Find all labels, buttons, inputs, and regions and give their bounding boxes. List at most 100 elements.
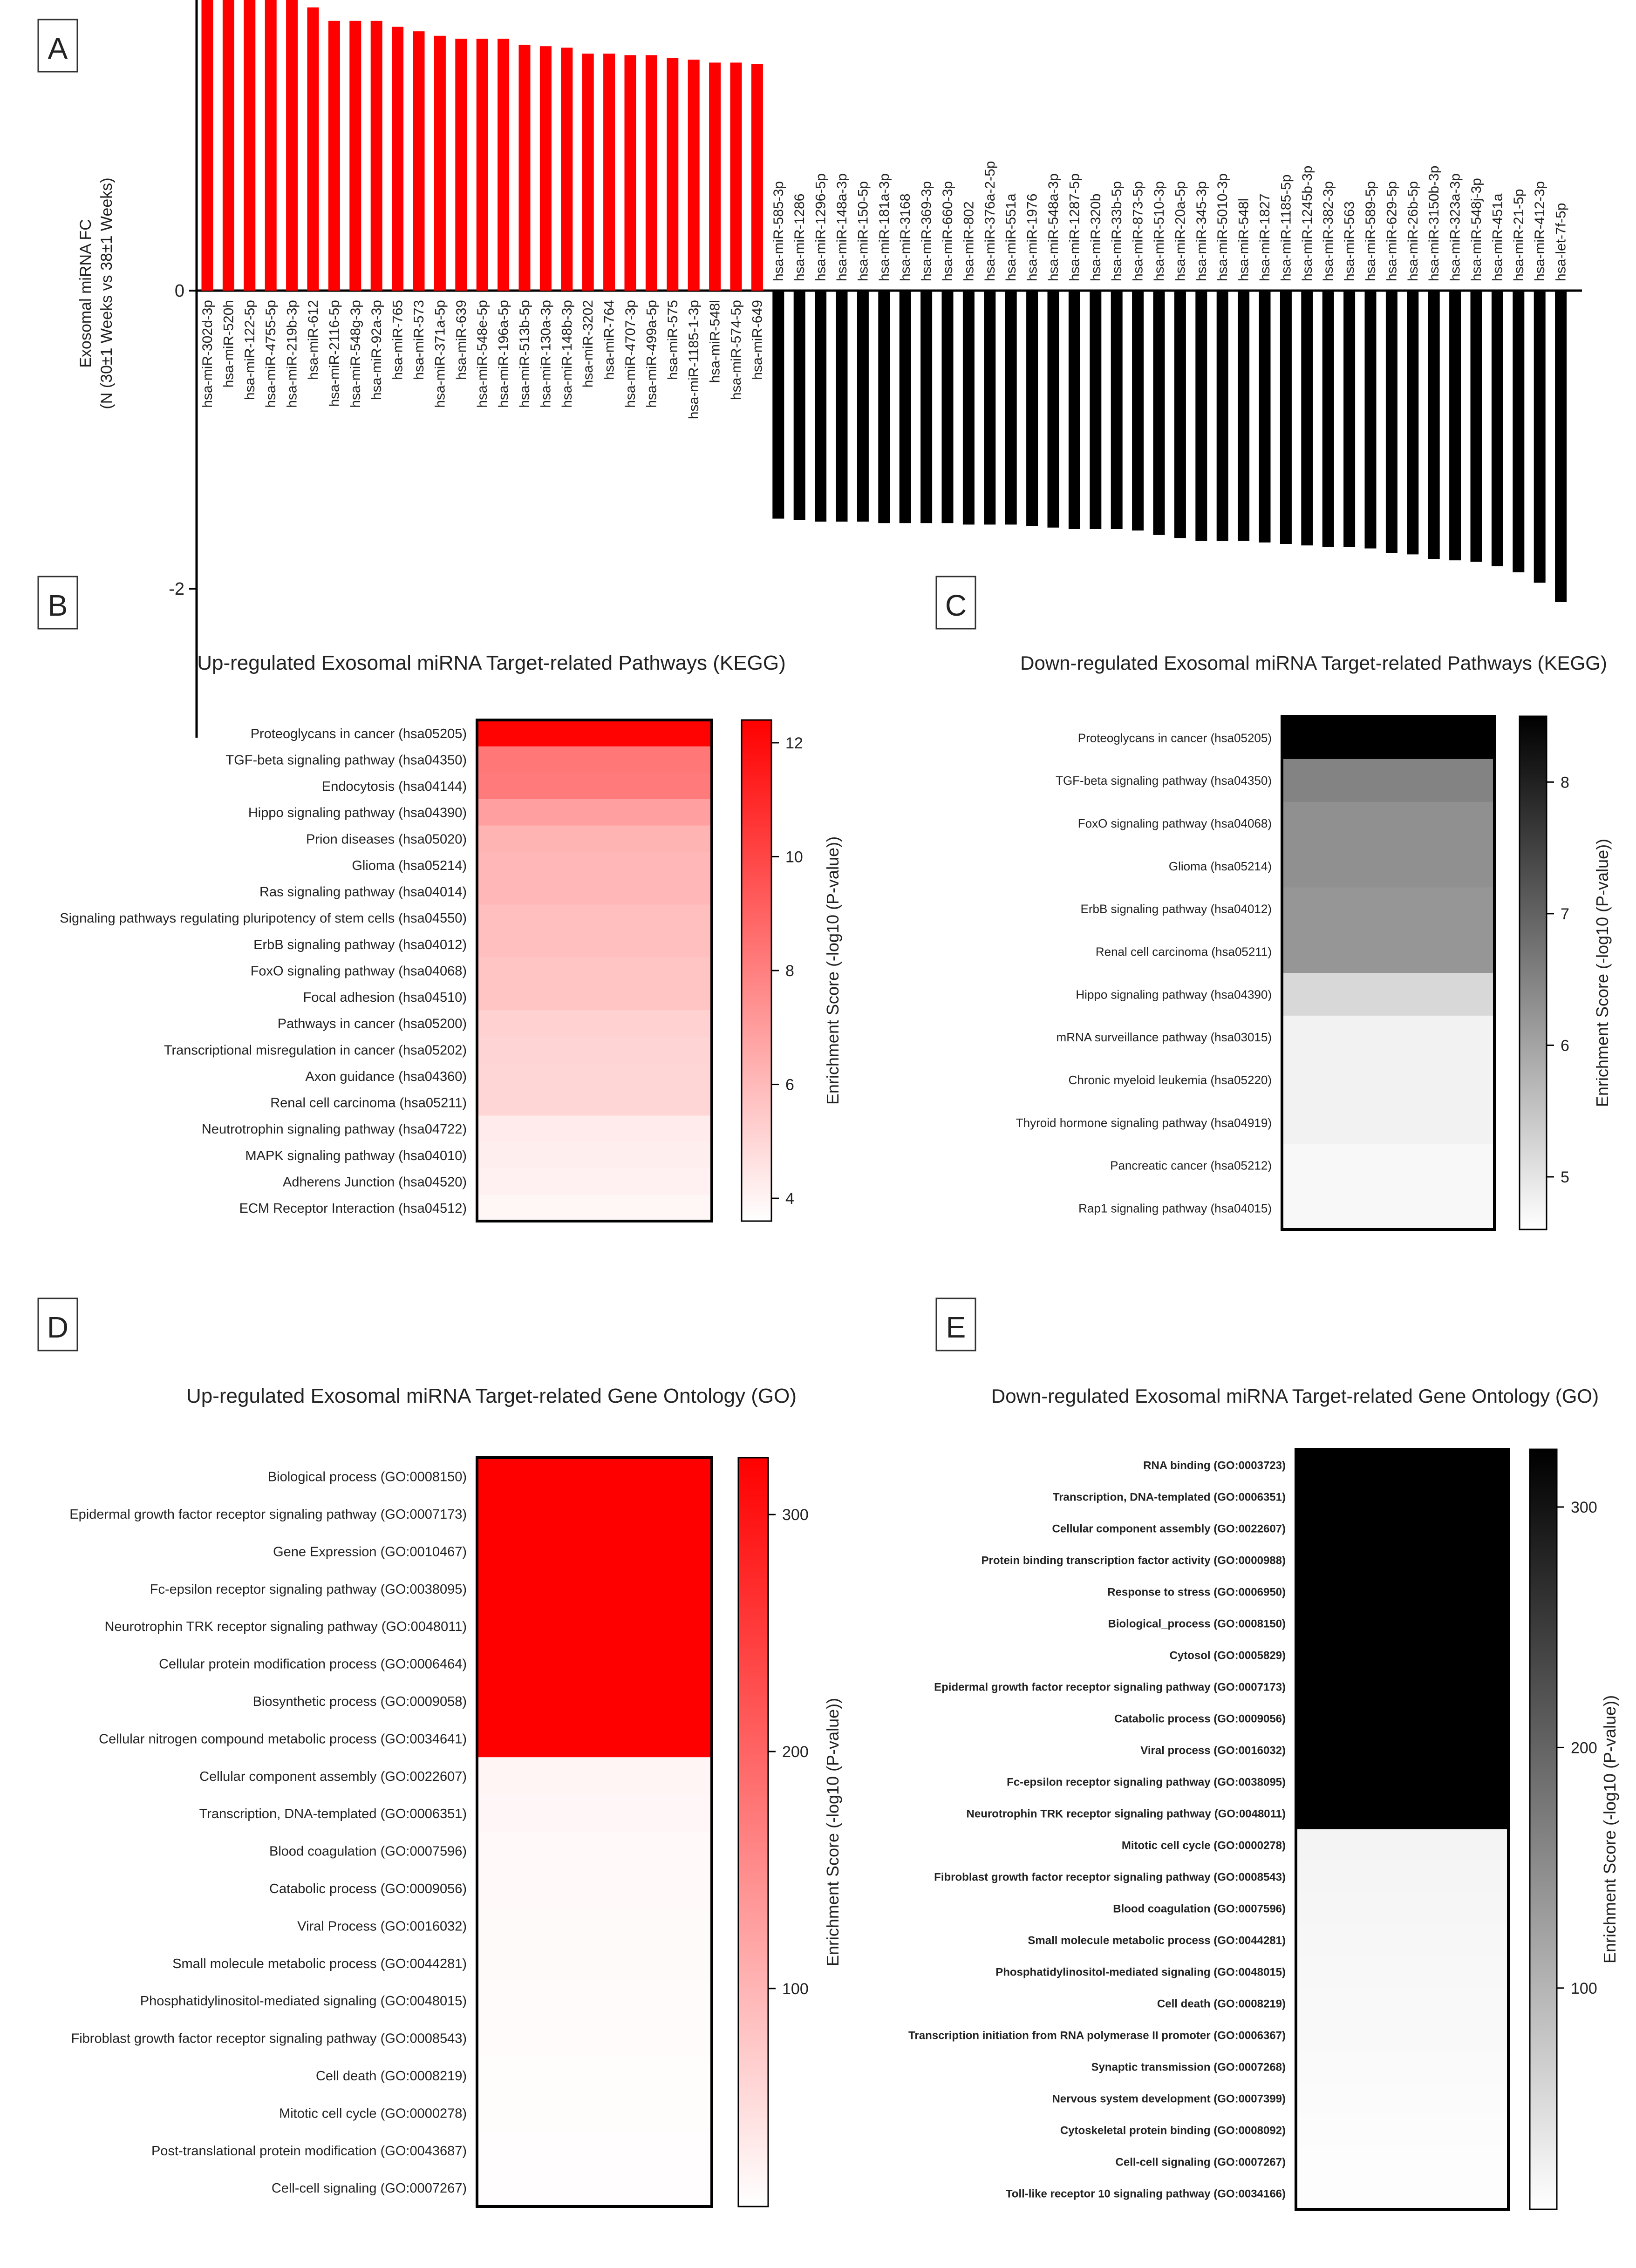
panel-label-b: B	[37, 576, 78, 630]
bar-category-label: hsa-miR-4707-3p	[623, 300, 638, 408]
bar	[328, 20, 340, 291]
heatmap-row-label: Biosynthetic process (GO:0009058)	[253, 1694, 467, 1709]
heatmap-row-label: Cytoskeletal protein binding (GO:0008092…	[1060, 2125, 1286, 2137]
bar	[222, 0, 234, 291]
bar-category-label: hsa-miR-551a	[1003, 193, 1019, 281]
heatmap-row-label: Hippo signaling pathway (hsa04390)	[1076, 987, 1272, 1001]
bar	[392, 27, 404, 291]
bar-category-label: hsa-miR-1296-5p	[813, 173, 829, 281]
heatmap-row-label: Ras signaling pathway (hsa04014)	[259, 885, 467, 900]
bar	[1132, 291, 1144, 531]
bar	[1491, 291, 1503, 566]
bar	[201, 0, 213, 291]
panel-letter-e: E	[946, 1311, 966, 1344]
panel-label-d: D	[37, 1297, 78, 1351]
y-tick-label: 2	[175, 0, 184, 3]
bar-category-label: hsa-miR-148b-3p	[559, 300, 575, 408]
heatmap-cell	[1282, 716, 1494, 760]
heatmap-cell	[477, 1089, 712, 1116]
color-scale-tick-label: 12	[785, 734, 803, 752]
heatmap-row-label: Rap1 signaling pathway (hsa04015)	[1078, 1201, 1272, 1215]
heatmap-row-label: Epidermal growth factor receptor signali…	[934, 1681, 1286, 1694]
bar	[1216, 291, 1228, 541]
heatmap-row-label: Focal adhesion (hsa04510)	[303, 990, 467, 1005]
bar-category-label: hsa-miR-548j-3p	[1469, 178, 1484, 281]
bar	[1555, 291, 1567, 602]
heatmap-cell	[477, 1832, 712, 1870]
color-scale-label: Enrichment Score (-log10 (P-value))	[823, 1698, 842, 1966]
bar	[1047, 291, 1059, 528]
bar	[709, 62, 721, 291]
heatmap-cell	[477, 1115, 712, 1142]
heatmap-cell	[477, 2169, 712, 2207]
bar-category-label: hsa-miR-520h	[221, 300, 236, 387]
bar-category-label: hsa-miR-510-3p	[1152, 181, 1167, 281]
heatmap-cell	[1282, 1015, 1494, 1059]
heatmap-cell	[1296, 1956, 1508, 1988]
heatmap-row-label: Gene Expression (GO:0010467)	[273, 1544, 467, 1559]
bar	[667, 58, 679, 291]
bar-category-label: hsa-miR-649	[750, 300, 765, 380]
bar-category-label: hsa-miR-320b	[1088, 194, 1104, 281]
bar	[370, 20, 382, 291]
heatmap-cell	[477, 2132, 712, 2170]
bar-category-label: hsa-miR-629-5p	[1384, 181, 1399, 281]
bar-category-label: hsa-miR-499a-5p	[644, 300, 659, 408]
heatmap-row-label: Nervous system development (GO:0007399)	[1052, 2093, 1286, 2105]
heatmap-cell	[1296, 1639, 1508, 1671]
bar	[1280, 291, 1292, 544]
bar	[857, 291, 869, 522]
heatmap-cell	[1282, 844, 1494, 888]
bar-category-label: hsa-miR-1286	[792, 194, 807, 281]
heatmap-row-label: Transcriptional misregulation in cancer …	[164, 1043, 467, 1058]
heatmap-row-label: Fc-epsilon receptor signaling pathway (G…	[150, 1582, 467, 1597]
heatmap-cell	[1296, 1544, 1508, 1576]
heatmap-cell	[477, 1719, 712, 1758]
bar	[476, 39, 488, 291]
fold-change-bar-chart: Exosomal miRNA FC (N (30±1 Weeks vs 38±1…	[77, 0, 1582, 738]
heatmap-cell	[1296, 1829, 1508, 1861]
heatmap-cell	[477, 1142, 712, 1169]
bar	[1364, 291, 1377, 549]
heatmap-row-label: Mitotic cell cycle (GO:0000278)	[279, 2106, 467, 2121]
panel-letter-b: B	[48, 589, 68, 622]
heatmap-row-label: Fc-epsilon receptor signaling pathway (G…	[1007, 1776, 1286, 1789]
panel-label-e: E	[935, 1297, 976, 1351]
bar-category-label: hsa-miR-1287-5p	[1067, 173, 1082, 281]
bar	[1470, 291, 1482, 562]
heatmap-row-label: FoxO signaling pathway (hsa04068)	[251, 964, 467, 978]
bar-category-label: hsa-let-7f-5p	[1554, 203, 1569, 281]
bar-category-label: hsa-miR-181a-3p	[877, 173, 892, 281]
bar-category-label: hsa-miR-92a-3p	[369, 300, 384, 400]
heatmap-cell	[1282, 1101, 1494, 1144]
heatmap-row-label: Synaptic transmission (GO:0007268)	[1091, 2061, 1286, 2074]
heatmap-title: Down-regulated Exosomal miRNA Target-rel…	[991, 1385, 1599, 1407]
bar-category-label: hsa-miR-4755-5p	[263, 300, 279, 408]
heatmap-row-label: Post-translational protein modification …	[151, 2144, 467, 2159]
heatmap-cell	[1296, 1703, 1508, 1735]
bar	[1153, 291, 1165, 535]
bar-category-label: hsa-miR-5010-3p	[1215, 173, 1230, 281]
bar	[539, 46, 552, 291]
heatmap-cell	[1296, 2146, 1508, 2178]
heatmap-title: Up-regulated Exosomal miRNA Target-relat…	[197, 652, 785, 674]
heatmap-cell	[477, 2057, 712, 2095]
heatmap-row-label: Viral Process (GO:0016032)	[297, 1919, 467, 1934]
color-scale-bar	[741, 719, 772, 1222]
heatmap-cell	[477, 1645, 712, 1683]
color-scale-tick-label: 4	[785, 1190, 794, 1208]
heatmap-cell	[477, 1907, 712, 1945]
heatmap-row-label: Cytosol (GO:0005829)	[1170, 1650, 1286, 1662]
bar	[1195, 291, 1207, 541]
color-scale-label: Enrichment Score (-log10 (P-value))	[1600, 1695, 1619, 1963]
heatmap-cell	[1296, 1893, 1508, 1925]
y-tick-label: 0	[175, 281, 184, 301]
color-scale-tick-label: 8	[1561, 774, 1569, 791]
heatmap-cell	[1282, 1058, 1494, 1102]
heatmap-row-label: Catabolic process (GO:0009056)	[269, 1881, 467, 1896]
heatmap-row-label: Biological_process (GO:0008150)	[1108, 1618, 1286, 1630]
bar-category-label: hsa-miR-150-5p	[855, 181, 871, 281]
y-axis-label-sub: (N (30±1 Weeks vs 38±1 Weeks)	[98, 177, 116, 409]
heatmap-cell	[1296, 1608, 1508, 1640]
color-scale-tick-label: 8	[785, 962, 794, 980]
